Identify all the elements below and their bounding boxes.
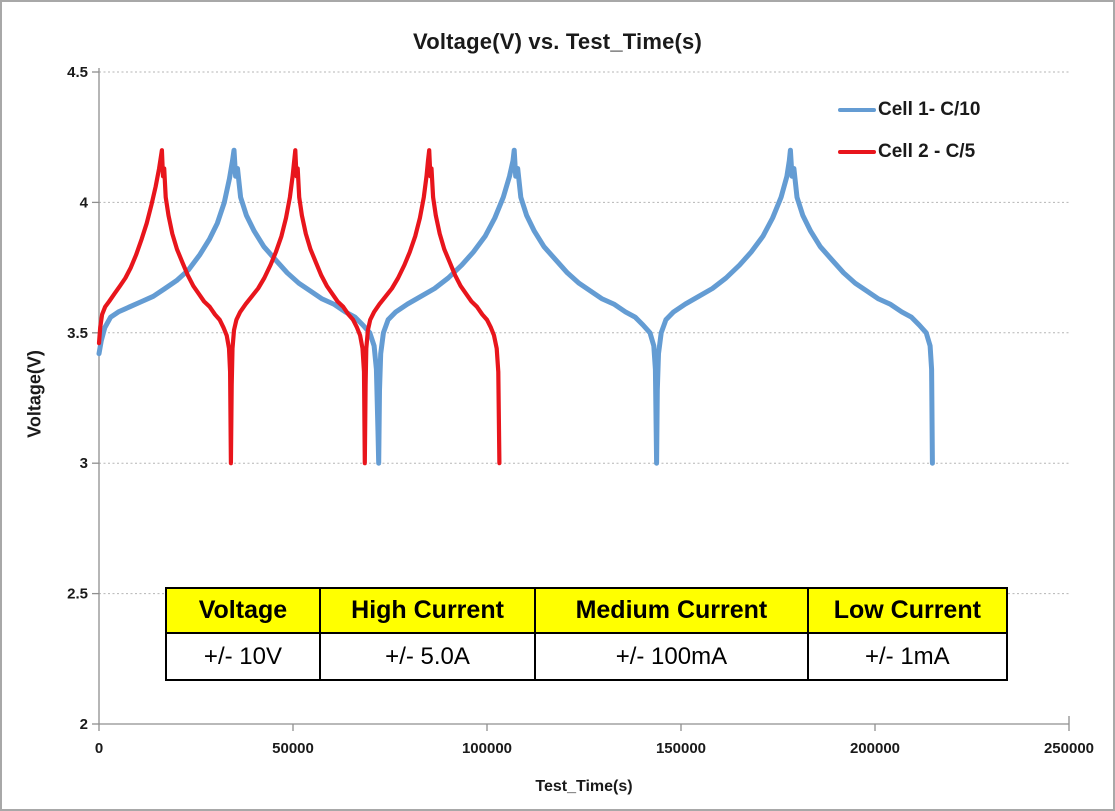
legend: Cell 1- C/10 Cell 2 - C/5 (838, 98, 980, 182)
spec-header-low-current: Low Current (806, 587, 1009, 634)
series-line-cell-1 (96, 147, 935, 466)
spec-header-medium-current: Medium Current (534, 587, 809, 634)
y-axis-title: Voltage(V) (24, 350, 45, 438)
y-tick-label: 4.5 (67, 64, 88, 81)
spec-header-voltage: Voltage (165, 587, 321, 634)
x-axis-title: Test_Time(s) (535, 778, 633, 795)
chart-title: Voltage(V) vs. Test_Time(s) (412, 29, 703, 54)
x-tick-label: 100000 (462, 740, 512, 757)
spec-table-value-row: +/- 10V +/- 5.0A +/- 100mA +/- 1mA (165, 632, 1009, 681)
spec-table: Voltage High Current Medium Current Low … (165, 587, 1009, 681)
legend-item-cell-1: Cell 1- C/10 (838, 98, 980, 122)
legend-swatch-cell-1-line-icon (838, 107, 876, 113)
x-tick-label: 0 (95, 740, 103, 757)
y-tick-label: 4 (80, 194, 89, 211)
legend-item-cell-2: Cell 2 - C/5 (838, 140, 980, 164)
x-tick-label: 50000 (272, 740, 314, 757)
spec-value-voltage: +/- 10V (165, 632, 321, 681)
legend-swatch-cell-2-line-icon (838, 149, 876, 155)
spec-table-header-row: Voltage High Current Medium Current Low … (165, 587, 1009, 634)
spec-value-low-current: +/- 1mA (806, 632, 1009, 681)
y-tick-label: 2.5 (67, 586, 88, 603)
series-line-cell-2 (96, 148, 502, 466)
legend-label-cell-1: Cell 1- C/10 (878, 99, 981, 120)
x-tick-label: 150000 (656, 740, 706, 757)
spec-header-high-current: High Current (318, 587, 537, 634)
x-tick-label: 200000 (850, 740, 900, 757)
spec-value-medium-current: +/- 100mA (534, 632, 809, 681)
spec-value-high-current: +/- 5.0A (318, 632, 537, 681)
y-tick-label: 3 (80, 455, 88, 472)
y-tick-label: 2 (80, 716, 88, 733)
y-tick-label: 3.5 (67, 325, 88, 342)
legend-label-cell-2: Cell 2 - C/5 (878, 141, 976, 162)
x-tick-label: 250000 (1044, 740, 1094, 757)
